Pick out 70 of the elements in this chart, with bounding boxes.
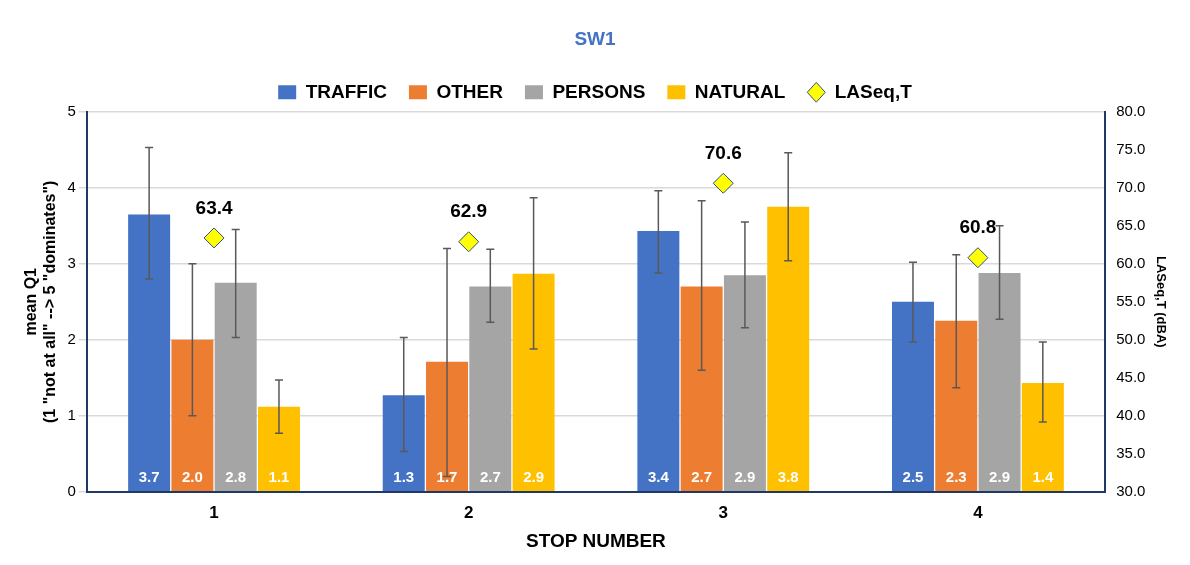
bar [128,214,171,492]
y2-tick-label: 60.0 [1116,253,1146,271]
y-tick-label: 4 [67,177,76,195]
y-axis-title: mean Q1 (1 "not at all" --> 5 "dominates") [22,180,59,423]
y2-tick-label: 55.0 [1116,291,1146,309]
point [458,231,480,253]
y2-tick-label: 30.0 [1116,481,1146,499]
y2-tick-label: 80.0 [1116,101,1146,119]
y2-axis-title: LASeq,T (dBA) [1153,255,1169,348]
data-label: 1.7 [436,467,458,485]
y2-tick-label: 35.0 [1116,443,1146,461]
data-label: 1.4 [1032,467,1054,485]
y2-tick-label: 45.0 [1116,367,1146,385]
bar [637,231,680,492]
point [967,247,989,269]
y2-tick-label: 65.0 [1116,215,1146,233]
legend-label: TRAFFIC [305,80,388,102]
bar [214,282,257,492]
chart-title: SW1 [574,27,617,49]
y-tick-label: 2 [67,329,76,347]
data-label: 2.9 [734,467,756,485]
data-label: 2.9 [989,467,1010,485]
bar [978,272,1021,492]
bar [723,275,766,492]
bar [767,206,810,492]
data-label: 3.4 [647,467,670,485]
legend-label: OTHER [436,80,504,102]
x-tick-label: 3 [718,502,729,522]
data-label: 2.5 [902,467,924,485]
bar [680,286,723,492]
y2-tick-label: 75.0 [1116,139,1146,157]
legend-label: PERSONS [552,80,646,102]
data-label: 63.4 [195,196,233,218]
data-label: 2.7 [691,467,713,485]
x-tick-label: 4 [973,502,984,522]
y-tick-label: 3 [67,253,76,271]
y-tick-label: 1 [67,405,76,423]
y2-tick-label: 70.0 [1116,177,1146,195]
x-tick-label: 2 [463,502,474,522]
bar [382,395,425,492]
legend-label: NATURAL [694,80,786,102]
bar [891,301,934,492]
bar [935,320,978,492]
data-label: 3.8 [777,467,799,485]
y-tick-label: 0 [67,481,76,499]
data-label: 2.7 [479,467,501,485]
data-label: 60.8 [959,216,997,238]
y2-tick-label: 40.0 [1116,405,1146,423]
legend-label: LASeq,T [834,80,913,102]
bar [469,286,512,492]
point [203,227,225,249]
data-label: 1.3 [393,467,415,485]
data-label: 2.0 [181,467,203,485]
bar [1021,383,1064,492]
data-label: 2.3 [945,467,967,485]
data-label: 3.7 [138,467,160,485]
x-tick-label: 1 [209,502,219,522]
bar [426,361,469,492]
data-label: 2.9 [523,467,545,485]
x-axis-title: STOP NUMBER [526,529,667,551]
data-label: 70.6 [704,141,742,163]
y-tick-label: 5 [67,101,76,119]
data-label: 62.9 [450,200,488,222]
bar [171,339,214,492]
bar [257,406,300,492]
data-label: 1.1 [268,467,290,485]
bar [512,273,555,492]
point [712,172,734,194]
data-label: 2.8 [225,467,247,485]
y2-tick-label: 50.0 [1116,329,1146,347]
